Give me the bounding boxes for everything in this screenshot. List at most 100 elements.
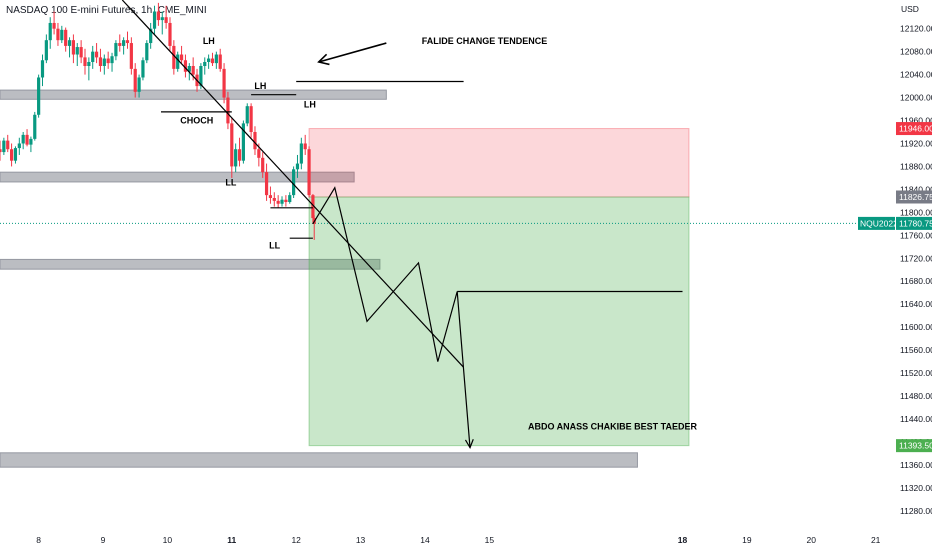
candle-body xyxy=(33,114,37,139)
candle-body xyxy=(257,149,261,158)
y-tick-label: 11640.00 xyxy=(900,299,932,309)
price-axis-background xyxy=(895,0,932,550)
candle-body xyxy=(6,140,10,150)
annotation-3: CHOCH xyxy=(180,115,213,125)
candle-body xyxy=(245,106,249,124)
price-tag: 11826.75 xyxy=(896,190,932,204)
annotation-6: FALIDE CHANGE TENDENCE xyxy=(422,36,548,46)
candle-body xyxy=(129,43,133,69)
candle-body xyxy=(25,134,29,145)
candle xyxy=(125,31,130,49)
candle xyxy=(64,27,68,52)
candle xyxy=(71,34,76,64)
candle-body xyxy=(179,54,184,61)
y-tick-label: 12120.00 xyxy=(900,24,932,34)
candle xyxy=(303,134,307,155)
candle xyxy=(249,103,253,138)
candle-body xyxy=(156,11,160,21)
candle xyxy=(218,48,222,72)
grey-zone xyxy=(0,89,387,100)
candle xyxy=(179,45,184,64)
candle-body xyxy=(21,134,25,144)
candle xyxy=(52,11,56,35)
candle-body xyxy=(9,149,14,161)
candle-body xyxy=(87,61,91,66)
candle-body xyxy=(125,40,130,44)
candle xyxy=(83,48,87,75)
stop-zone xyxy=(308,128,690,198)
candle xyxy=(183,54,188,78)
y-tick-label: 11360.00 xyxy=(900,460,932,470)
candle xyxy=(60,25,64,44)
candle xyxy=(292,166,296,198)
candle xyxy=(284,195,288,207)
annotation-4: LL xyxy=(225,177,236,187)
candle xyxy=(21,132,25,150)
candle-body xyxy=(137,77,141,92)
candle xyxy=(9,143,14,167)
candle xyxy=(241,120,245,164)
candle-body xyxy=(48,22,52,41)
candle xyxy=(37,74,41,118)
candle-body xyxy=(299,143,303,164)
annotation-7: ABDO ANASS CHAKIBE BEST TAEDER xyxy=(528,421,698,431)
candle-body xyxy=(172,45,176,69)
candle xyxy=(295,154,300,178)
candle xyxy=(156,2,160,26)
y-tick-label: 11920.00 xyxy=(900,138,932,148)
candle xyxy=(2,137,6,155)
y-tick-label: 11440.00 xyxy=(900,414,932,424)
candle xyxy=(299,137,303,170)
candle-body xyxy=(118,43,122,46)
x-tick-label: 21 xyxy=(871,535,881,545)
candle xyxy=(98,48,103,72)
candle xyxy=(25,129,29,147)
candle xyxy=(245,103,249,127)
grey-zone xyxy=(0,171,355,183)
candle-body xyxy=(141,60,145,78)
x-tick-label: 18 xyxy=(678,535,688,545)
y-tick-label: 11560.00 xyxy=(900,345,932,355)
y-tick-label: 12040.00 xyxy=(900,70,932,80)
candle xyxy=(106,51,110,69)
y-tick-label: 11320.00 xyxy=(900,483,932,493)
x-tick-label: 15 xyxy=(485,535,495,545)
candle xyxy=(29,136,33,153)
candle-body xyxy=(64,29,68,46)
candle-body xyxy=(237,149,242,161)
candle-body xyxy=(203,61,207,66)
price-tag: 11780.75 xyxy=(896,216,932,230)
candle xyxy=(207,54,211,69)
candle xyxy=(137,74,141,98)
price-axis: USD 12120.00 12080.00 12040.00 12000.00 11960… xyxy=(895,0,932,550)
projection-arrowhead xyxy=(464,439,474,450)
price-tag-bg xyxy=(896,122,932,136)
candle xyxy=(56,22,60,46)
candle xyxy=(48,17,52,49)
chart-title: NASDAQ 100 E-mini Futures, 1h, CME_MINI xyxy=(6,5,207,16)
grey-zone xyxy=(0,258,381,270)
candle xyxy=(234,143,238,173)
candle xyxy=(210,52,215,66)
candle xyxy=(160,11,164,35)
candle xyxy=(0,140,2,161)
candle-body xyxy=(40,60,45,78)
x-tick-label: 14 xyxy=(420,535,430,545)
candle-body xyxy=(295,163,300,170)
candle xyxy=(114,40,118,61)
candle xyxy=(122,37,126,55)
candle-body xyxy=(152,11,157,29)
candle xyxy=(272,192,276,207)
candle xyxy=(17,137,21,155)
candle-body xyxy=(230,123,234,167)
candle xyxy=(230,117,234,178)
candle xyxy=(276,195,280,208)
y-tick-label: 12000.00 xyxy=(900,93,932,103)
candle-body xyxy=(29,138,33,145)
candle xyxy=(13,146,18,164)
candle-body xyxy=(280,199,284,204)
candle xyxy=(280,196,284,207)
candle-body xyxy=(149,28,153,44)
x-tick-label: 12 xyxy=(291,535,301,545)
